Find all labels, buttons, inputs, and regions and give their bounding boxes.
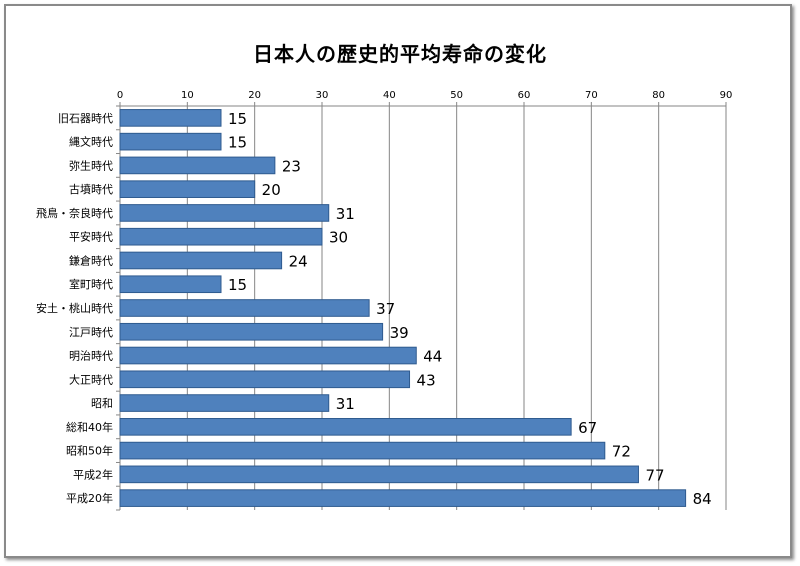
bar — [119, 109, 222, 127]
bar — [119, 132, 222, 151]
bar — [119, 299, 370, 317]
bar — [119, 156, 276, 175]
x-tick-label: 60 — [518, 90, 531, 101]
bar — [119, 370, 411, 389]
category-label: 鎌倉時代 — [69, 253, 113, 267]
x-tick-label: 40 — [383, 90, 396, 101]
bar — [119, 251, 283, 270]
data-label: 84 — [693, 490, 712, 508]
data-label: 31 — [336, 395, 355, 413]
x-tick-label: 10 — [181, 90, 194, 101]
data-label: 15 — [228, 276, 247, 294]
data-label: 30 — [329, 229, 348, 247]
bar — [119, 227, 323, 246]
x-tick-label: 70 — [585, 90, 598, 101]
bar — [119, 204, 330, 222]
category-label: 飛鳥・奈良時代 — [36, 206, 113, 220]
data-label: 23 — [282, 157, 301, 175]
bar — [119, 275, 222, 294]
category-label: 昭和50年 — [66, 444, 113, 458]
bar — [119, 346, 417, 365]
data-label: 20 — [262, 181, 281, 199]
category-label: 室町時代 — [69, 277, 113, 291]
category-label: 古墳時代 — [69, 183, 113, 196]
category-label: 安土・桃山時代 — [36, 301, 113, 315]
data-label: 43 — [417, 371, 436, 389]
bar — [119, 394, 330, 412]
category-label: 平成2年 — [73, 467, 113, 481]
category-label: 弥生時代 — [69, 158, 113, 172]
data-label: 15 — [228, 134, 247, 152]
category-label: 平安時代 — [69, 230, 113, 244]
x-tick-label: 30 — [316, 90, 329, 101]
category-label: 明治時代 — [69, 349, 113, 363]
x-tick-label: 20 — [248, 90, 261, 101]
data-label: 44 — [423, 348, 442, 366]
bar — [119, 489, 687, 507]
x-tick-label: 80 — [652, 90, 665, 101]
bar — [119, 465, 639, 484]
data-label: 15 — [228, 110, 247, 128]
bar — [119, 322, 384, 341]
data-label: 72 — [612, 443, 631, 461]
category-label: 総和40年 — [66, 420, 113, 434]
bar — [119, 418, 572, 436]
x-tick-label: 90 — [720, 90, 733, 101]
data-label: 24 — [289, 252, 308, 270]
data-label: 77 — [645, 466, 664, 484]
data-label: 37 — [376, 300, 395, 318]
category-label: 縄文時代 — [69, 135, 113, 149]
chart-title: 日本人の歴史的平均寿命の変化 — [253, 42, 547, 66]
data-label: 67 — [578, 419, 597, 437]
category-label: 昭和 — [91, 397, 113, 410]
data-label: 31 — [336, 205, 355, 223]
category-label: 平成20年 — [66, 491, 113, 505]
data-label: 39 — [390, 324, 409, 342]
category-label: 江戸時代 — [69, 326, 113, 339]
category-label: 大正時代 — [69, 372, 113, 386]
x-tick-label: 0 — [117, 90, 123, 101]
bar — [119, 180, 256, 198]
category-label: 旧石器時代 — [58, 112, 113, 125]
x-tick-label: 50 — [450, 90, 463, 101]
bar — [119, 441, 606, 460]
